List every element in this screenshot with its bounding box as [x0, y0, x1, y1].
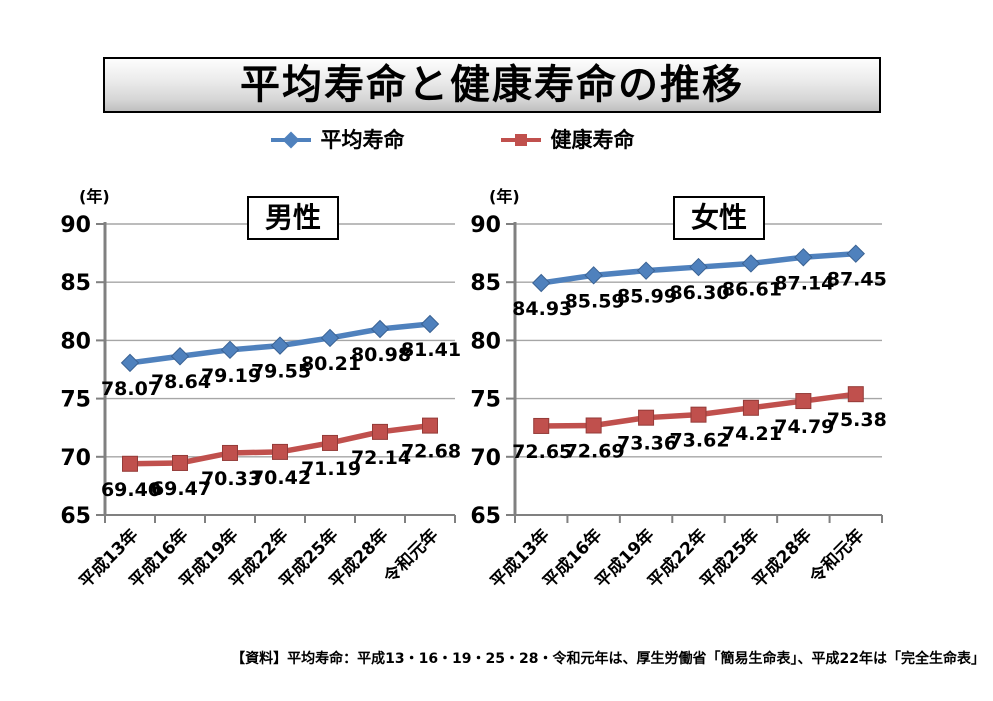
- male-chart: (年) 65 70 75 80 85 90 平成13年 平成16年 平成19年 平成22年 平成25…: [35, 175, 480, 615]
- x-category-label: 令和元年: [380, 525, 443, 588]
- y-tick-label: 65: [470, 504, 501, 529]
- legend-diamond-swatch: [282, 131, 299, 149]
- data-point-square: [847, 386, 864, 403]
- data-point-square: [638, 409, 655, 426]
- data-label: 85.59: [565, 290, 625, 312]
- data-point-square: [795, 393, 812, 410]
- data-point-diamond: [636, 261, 656, 280]
- data-label: 80.21: [301, 353, 361, 375]
- slide-title-banner: 平均寿命と健康寿命の推移: [103, 57, 881, 113]
- y-tick-label: 75: [470, 388, 501, 413]
- data-label: 79.55: [251, 361, 311, 383]
- data-label: 72.68: [401, 441, 461, 463]
- data-point-square: [742, 399, 759, 416]
- data-point-diamond: [741, 254, 761, 273]
- female-chart-title: 女性: [673, 196, 766, 241]
- data-label: 81.41: [401, 339, 461, 361]
- data-point-diamond: [794, 248, 813, 267]
- y-tick-label: 90: [470, 213, 501, 238]
- data-point-square: [122, 455, 138, 472]
- data-point-diamond: [170, 347, 190, 366]
- y-tick-label: 80: [470, 329, 501, 354]
- data-point-square: [533, 417, 550, 434]
- data-point-square: [222, 444, 238, 461]
- x-category-label: 令和元年: [805, 525, 868, 588]
- y-tick-label: 70: [470, 446, 501, 471]
- data-point-square: [585, 417, 602, 434]
- data-label: 79.19: [201, 365, 261, 387]
- legend-label-healthy: 健康寿命: [550, 128, 635, 152]
- y-tick-label: 70: [60, 446, 91, 471]
- data-label: 73.36: [617, 433, 677, 455]
- y-tick-label: 85: [470, 271, 501, 296]
- data-label: 75.38: [827, 409, 887, 431]
- y-tick-label: 90: [60, 213, 91, 238]
- male-chart-plot: 657075808590平成13年平成16年平成19年平成22年平成25年平成2…: [60, 213, 461, 592]
- data-point-diamond: [270, 336, 290, 355]
- data-point-diamond: [584, 266, 603, 285]
- square-icon: [500, 131, 541, 149]
- female-chart: (年) 65 70 75 80 85 90 平成13年 平成16年 平成19年 平成22年 平成25…: [445, 175, 910, 615]
- data-point-square: [172, 454, 188, 471]
- data-point-diamond: [320, 328, 340, 348]
- data-point-diamond: [420, 314, 440, 334]
- data-point-diamond: [846, 244, 865, 263]
- data-label: 78.64: [151, 371, 211, 393]
- data-label: 72.14: [351, 447, 411, 469]
- data-label: 73.62: [669, 430, 729, 452]
- data-label: 85.99: [617, 286, 677, 308]
- y-axis-unit-label: (年): [79, 187, 110, 206]
- legend-square-swatch: [514, 134, 527, 146]
- data-label: 84.93: [512, 298, 572, 320]
- data-label: 72.69: [565, 440, 625, 462]
- slide-title: 平均寿命と健康寿命の推移: [240, 62, 744, 108]
- data-label: 74.21: [722, 423, 782, 445]
- data-label: 87.45: [827, 269, 887, 291]
- y-tick-label: 80: [60, 329, 91, 354]
- data-label: 86.61: [722, 278, 782, 300]
- source-note: 【資料】平均寿命：平成13・16・19・25・28・令和元年は、厚生労働省「簡易…: [231, 651, 985, 667]
- data-point-diamond: [120, 353, 140, 373]
- data-label: 71.19: [301, 458, 361, 480]
- y-tick-label: 65: [60, 504, 91, 529]
- diamond-icon: [270, 131, 311, 149]
- y-axis-unit-label: (年): [489, 187, 520, 206]
- legend-label-average: 平均寿命: [320, 128, 405, 152]
- data-label: 80.98: [351, 344, 411, 366]
- data-label: 87.14: [774, 272, 834, 294]
- data-point-square: [422, 417, 438, 434]
- data-point-square: [372, 423, 388, 440]
- legend-item-healthy: 健康寿命: [500, 128, 635, 152]
- legend-item-average: 平均寿命: [270, 128, 405, 152]
- female-chart-plot: 657075808590平成13年平成16年平成19年平成22年平成25年平成2…: [470, 213, 887, 592]
- data-point-diamond: [220, 340, 240, 360]
- legend: 平均寿命 健康寿命: [0, 128, 949, 152]
- data-point-square: [690, 406, 707, 423]
- data-label: 72.65: [512, 441, 572, 463]
- data-label: 86.30: [669, 282, 729, 304]
- y-tick-label: 85: [60, 271, 91, 296]
- data-point-square: [322, 434, 338, 451]
- data-point-diamond: [370, 319, 390, 339]
- data-point-diamond: [532, 273, 551, 293]
- data-label: 78.07: [101, 378, 161, 400]
- male-chart-title: 男性: [247, 196, 340, 241]
- data-label: 70.42: [251, 467, 311, 489]
- data-point-diamond: [689, 257, 708, 277]
- data-label: 69.40: [101, 479, 161, 501]
- data-label: 70.33: [201, 468, 261, 490]
- data-label: 69.47: [151, 478, 211, 500]
- data-point-square: [272, 443, 288, 460]
- data-label: 74.79: [774, 416, 834, 438]
- y-tick-label: 75: [60, 388, 91, 413]
